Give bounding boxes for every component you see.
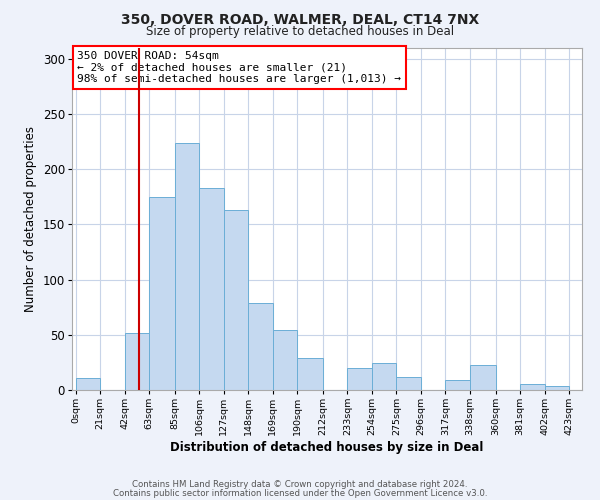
Text: 350 DOVER ROAD: 54sqm
← 2% of detached houses are smaller (21)
98% of semi-detac: 350 DOVER ROAD: 54sqm ← 2% of detached h… [77,51,401,84]
Text: Size of property relative to detached houses in Deal: Size of property relative to detached ho… [146,25,454,38]
Bar [445,380,470,390]
Bar [470,364,496,390]
Bar [248,302,273,390]
Bar [520,384,545,390]
Bar [149,196,175,390]
Bar [199,188,224,390]
Text: Contains public sector information licensed under the Open Government Licence v3: Contains public sector information licen… [113,488,487,498]
Text: 350, DOVER ROAD, WALMER, DEAL, CT14 7NX: 350, DOVER ROAD, WALMER, DEAL, CT14 7NX [121,12,479,26]
Bar [372,364,397,390]
Bar [397,376,421,390]
Bar [273,330,297,390]
Text: Contains HM Land Registry data © Crown copyright and database right 2024.: Contains HM Land Registry data © Crown c… [132,480,468,489]
X-axis label: Distribution of detached houses by size in Deal: Distribution of detached houses by size … [170,441,484,454]
Y-axis label: Number of detached properties: Number of detached properties [24,126,37,312]
Bar [297,358,323,390]
Bar [175,142,199,390]
Bar [545,386,569,390]
Bar [347,368,372,390]
Bar [125,332,149,390]
Bar [224,210,248,390]
Bar [76,378,100,390]
